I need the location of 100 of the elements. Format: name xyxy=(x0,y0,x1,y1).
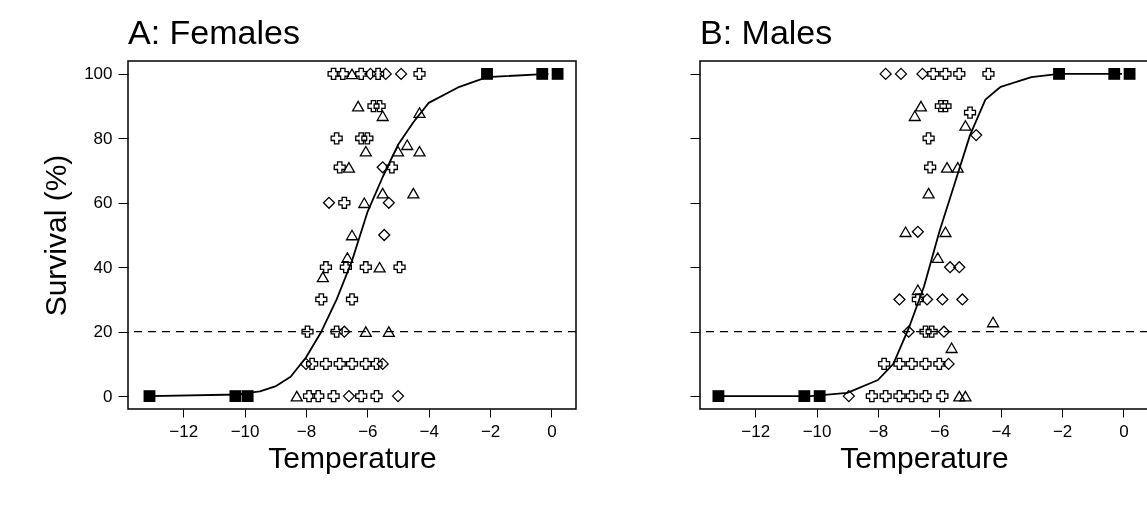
point xyxy=(359,145,372,157)
point xyxy=(382,326,395,338)
point xyxy=(922,132,935,145)
point xyxy=(376,110,389,122)
point xyxy=(401,139,414,151)
point xyxy=(327,389,340,403)
x-tick-label: −12 xyxy=(169,421,199,441)
point xyxy=(364,67,377,81)
point xyxy=(413,145,426,157)
point xyxy=(919,389,932,403)
point xyxy=(229,390,242,403)
point xyxy=(379,67,392,81)
x-axis-title: Temperature xyxy=(268,440,437,474)
point xyxy=(393,261,406,274)
point xyxy=(842,389,855,403)
point xyxy=(370,389,383,403)
point xyxy=(342,161,356,173)
point xyxy=(894,67,908,81)
x-tick-label: −8 xyxy=(296,421,317,441)
point xyxy=(333,357,346,371)
point xyxy=(391,145,405,157)
point xyxy=(865,389,878,403)
x-axis-title: Temperature xyxy=(840,440,1009,474)
point xyxy=(936,293,949,306)
point xyxy=(879,389,892,403)
point xyxy=(371,67,385,81)
point xyxy=(919,325,932,338)
point xyxy=(959,390,972,402)
x-tick-label: −2 xyxy=(480,421,501,441)
x-tick-label: −6 xyxy=(358,421,378,441)
point xyxy=(712,390,725,403)
point xyxy=(330,132,343,145)
point xyxy=(336,67,349,81)
point xyxy=(370,357,383,371)
point xyxy=(945,342,958,354)
point xyxy=(970,128,983,142)
point xyxy=(951,161,964,173)
point xyxy=(312,389,325,403)
x-tick-label: −10 xyxy=(230,421,260,441)
point xyxy=(933,357,946,371)
point xyxy=(376,161,389,174)
point xyxy=(315,293,328,306)
point xyxy=(327,67,340,81)
point xyxy=(893,357,906,371)
point xyxy=(413,107,426,118)
point xyxy=(358,197,371,209)
point xyxy=(905,389,918,403)
point xyxy=(893,389,906,403)
point xyxy=(319,261,333,274)
point xyxy=(940,161,954,173)
x-tick-label: −10 xyxy=(802,421,832,441)
y-tick-label: 40 xyxy=(93,257,113,277)
x-tick-label: −6 xyxy=(930,421,950,441)
point xyxy=(339,261,352,274)
point xyxy=(376,357,389,371)
y-tick-label: 0 xyxy=(103,386,113,406)
point xyxy=(943,261,957,274)
point xyxy=(385,161,399,174)
y-tick-label: 100 xyxy=(84,64,113,84)
point xyxy=(342,389,356,403)
point xyxy=(936,389,949,403)
point xyxy=(986,316,1000,328)
point xyxy=(931,252,944,263)
x-tick-label: 0 xyxy=(547,421,557,441)
point xyxy=(924,161,937,174)
point xyxy=(345,229,359,241)
x-tick-label: −2 xyxy=(1052,421,1073,441)
point xyxy=(911,293,924,306)
point xyxy=(352,100,365,112)
point xyxy=(956,293,969,306)
point xyxy=(920,293,934,306)
point xyxy=(345,68,359,80)
point xyxy=(322,196,336,209)
point xyxy=(939,99,952,113)
point xyxy=(359,261,372,274)
point xyxy=(902,325,915,338)
point xyxy=(959,120,972,131)
x-tick-label: 0 xyxy=(1119,421,1129,441)
y-axis-title: Survival (%) xyxy=(39,154,73,317)
point xyxy=(333,161,346,174)
point xyxy=(373,99,386,113)
point xyxy=(338,196,351,209)
chart-title: A: Females xyxy=(128,13,300,51)
point xyxy=(382,196,395,209)
point xyxy=(355,132,368,145)
point xyxy=(953,390,966,402)
point xyxy=(290,390,303,402)
point xyxy=(319,357,333,371)
point xyxy=(299,357,313,371)
point xyxy=(953,67,966,81)
point xyxy=(302,389,316,403)
point xyxy=(391,389,405,403)
point xyxy=(922,187,935,199)
point xyxy=(305,357,319,371)
point xyxy=(330,325,343,338)
point xyxy=(877,357,891,371)
point xyxy=(338,325,351,338)
point xyxy=(934,99,947,113)
y-tick-label: 80 xyxy=(93,128,113,148)
point xyxy=(927,67,940,81)
